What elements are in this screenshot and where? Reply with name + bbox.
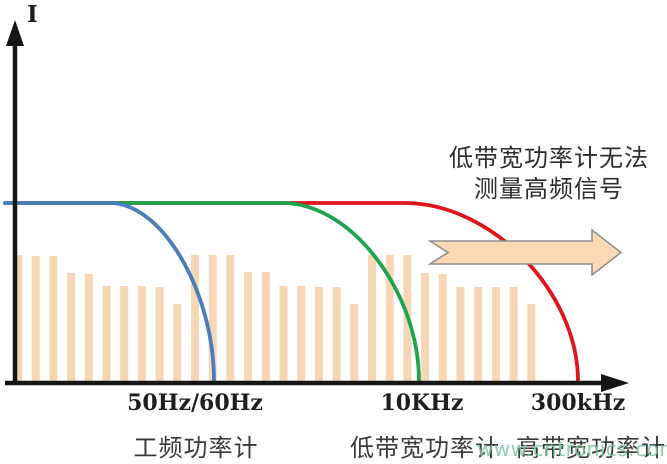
- meter-label-line-frequency: 工频功率计: [133, 434, 259, 462]
- spectrum-bar: [491, 287, 500, 381]
- spectrum-bar: [332, 287, 341, 381]
- spectrum-bar: [120, 286, 129, 381]
- spectrum-bar: [527, 304, 536, 381]
- spectrum-bar: [67, 273, 76, 381]
- spectrum-bar: [31, 256, 40, 381]
- annotation-line-2: 测量高频信号: [474, 175, 624, 203]
- spectrum-bar: [84, 274, 93, 381]
- high-frequency-shift-arrow: [427, 228, 623, 277]
- spectrum-bar: [438, 274, 447, 381]
- bandwidth-curve-10khz: [3, 201, 421, 383]
- spectrum-bar: [102, 286, 111, 381]
- y-axis-label: I: [27, 1, 38, 28]
- spectrum-bar: [261, 272, 270, 381]
- spectrum-bar: [191, 255, 199, 381]
- x-tick-50hz-60hz: 50Hz/60Hz: [127, 390, 263, 416]
- spectrum-bar: [456, 287, 465, 381]
- annotation-line-1: 低带宽功率计无法: [449, 144, 649, 172]
- spectrum-bar: [155, 287, 164, 381]
- spectrum-bar: [208, 255, 217, 381]
- spectrum-bar: [421, 273, 430, 381]
- spectrum-bar: [226, 255, 235, 381]
- spectrum-bar: [350, 304, 359, 381]
- spectrum-bar: [279, 286, 288, 381]
- spectrum-bar: [474, 287, 483, 381]
- x-tick-300khz: 300kHz: [530, 390, 626, 416]
- spectrum-bar: [385, 255, 394, 381]
- spectrum-bar: [509, 287, 518, 381]
- spectrum-bar: [137, 286, 146, 381]
- x-axis-arrowhead: [601, 374, 629, 392]
- watermark: www.cntronics.com: [477, 437, 667, 461]
- meter-label-low-bandwidth: 低带宽功率计: [350, 434, 500, 462]
- spectrum-bar: [14, 255, 22, 381]
- spectrum-bar: [173, 304, 182, 381]
- spectrum-bar: [244, 272, 253, 381]
- meter-label-high-bandwidth: 高带宽功率计: [516, 434, 666, 462]
- spectrum-bar: [49, 256, 58, 381]
- y-axis-arrowhead: [6, 20, 24, 46]
- spectrum-bar: [297, 286, 306, 381]
- annotation-text: 低带宽功率计无法 测量高频信号: [433, 143, 665, 205]
- spectrum-bar: [314, 287, 323, 381]
- bandwidth-curve-50hz-60hz: [3, 201, 216, 383]
- spectrum-bar: [368, 255, 376, 381]
- x-tick-10khz: 10KHz: [380, 390, 464, 416]
